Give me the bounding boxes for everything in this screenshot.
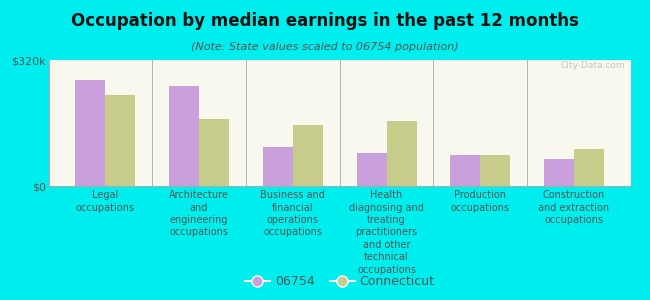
Bar bbox=[356, 152, 387, 186]
Bar bbox=[544, 159, 574, 186]
Bar bbox=[480, 154, 510, 186]
Bar bbox=[292, 125, 323, 186]
Bar bbox=[75, 80, 105, 186]
Legend: 06754, Connecticut: 06754, Connecticut bbox=[240, 270, 439, 293]
Bar bbox=[450, 154, 480, 186]
Bar bbox=[169, 85, 199, 186]
Bar bbox=[574, 148, 604, 186]
Text: City-Data.com: City-Data.com bbox=[560, 61, 625, 70]
Bar bbox=[199, 119, 229, 186]
Bar bbox=[263, 147, 292, 186]
Bar bbox=[387, 121, 417, 186]
Text: Occupation by median earnings in the past 12 months: Occupation by median earnings in the pas… bbox=[71, 12, 579, 30]
Bar bbox=[105, 95, 135, 186]
Text: (Note: State values scaled to 06754 population): (Note: State values scaled to 06754 popu… bbox=[191, 42, 459, 52]
